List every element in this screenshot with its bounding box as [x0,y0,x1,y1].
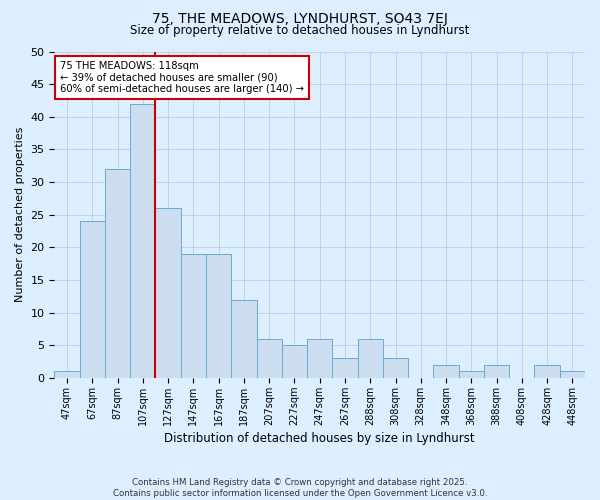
Bar [332,358,358,378]
Y-axis label: Number of detached properties: Number of detached properties [15,127,25,302]
Bar [181,254,206,378]
Bar [231,300,257,378]
Bar [307,338,332,378]
Bar [383,358,408,378]
Bar [80,221,105,378]
Bar [484,365,509,378]
Bar [458,372,484,378]
Text: Size of property relative to detached houses in Lyndhurst: Size of property relative to detached ho… [130,24,470,37]
Bar [257,338,282,378]
Text: Contains HM Land Registry data © Crown copyright and database right 2025.
Contai: Contains HM Land Registry data © Crown c… [113,478,487,498]
Bar [433,365,458,378]
Bar [130,104,155,378]
Bar [560,372,585,378]
Text: 75 THE MEADOWS: 118sqm
← 39% of detached houses are smaller (90)
60% of semi-det: 75 THE MEADOWS: 118sqm ← 39% of detached… [60,62,304,94]
Bar [358,338,383,378]
Text: 75, THE MEADOWS, LYNDHURST, SO43 7EJ: 75, THE MEADOWS, LYNDHURST, SO43 7EJ [152,12,448,26]
Bar [535,365,560,378]
Bar [55,372,80,378]
Bar [282,346,307,378]
Bar [206,254,231,378]
Bar [155,208,181,378]
X-axis label: Distribution of detached houses by size in Lyndhurst: Distribution of detached houses by size … [164,432,475,445]
Bar [105,169,130,378]
